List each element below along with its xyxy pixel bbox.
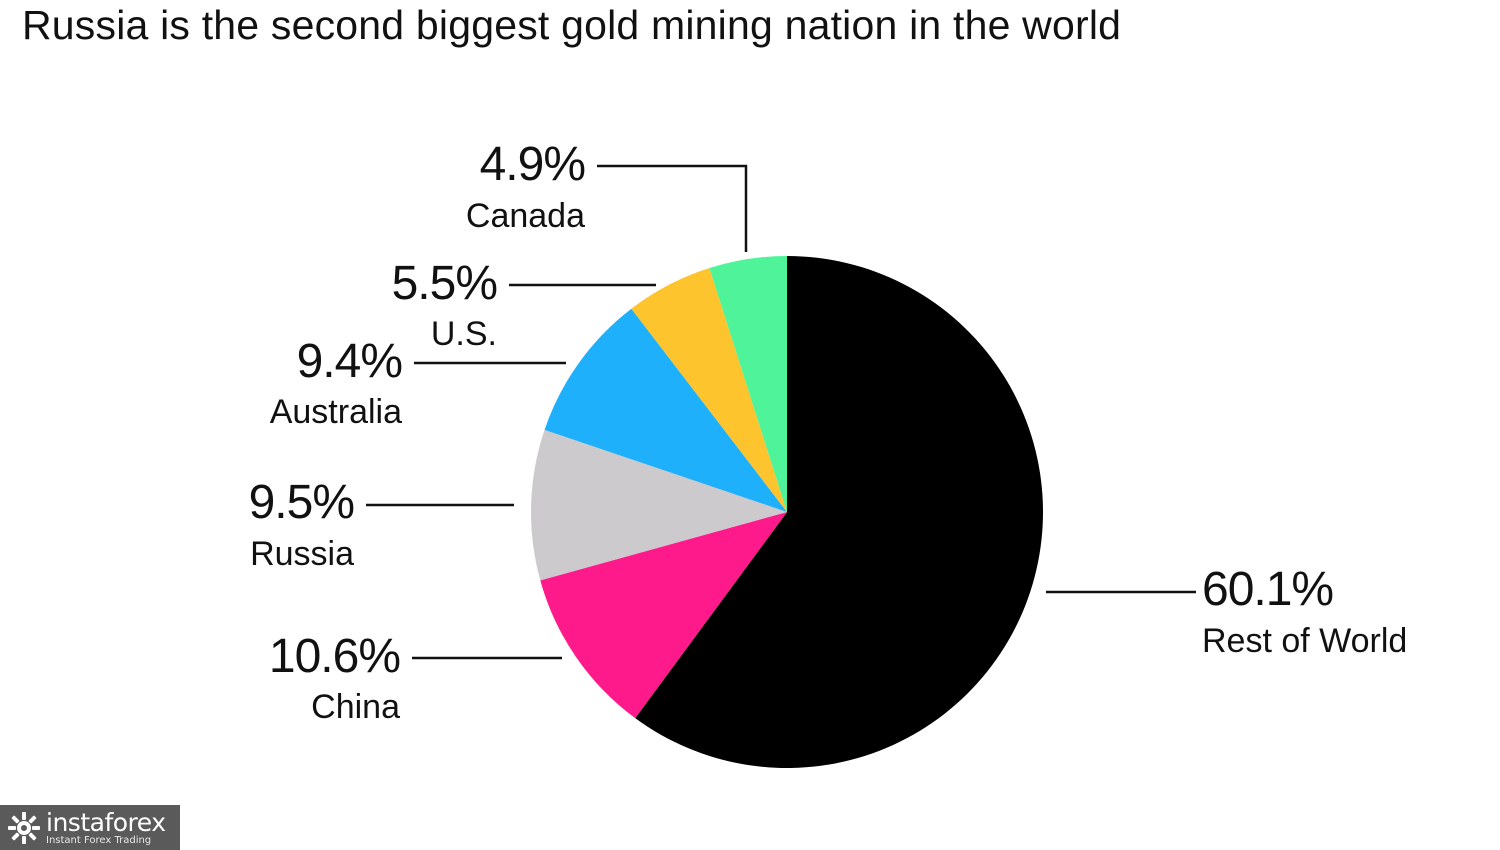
value-label-russia: 9.5% <box>249 476 354 529</box>
value-label-u-s: 5.5% <box>392 257 497 310</box>
leader-lines <box>366 164 1196 660</box>
pie-slice-canada <box>709 256 787 512</box>
leader-line-canada <box>597 164 748 252</box>
pie-slice-australia <box>544 308 787 512</box>
pie-slice-russia <box>531 429 787 581</box>
pie-slice-rest-of-world <box>635 256 1043 768</box>
pie-slice-u-s <box>631 268 787 512</box>
category-label-rest-of-world: Rest of World <box>1202 622 1407 660</box>
gear-people-icon <box>8 811 40 844</box>
category-label-u-s: U.S. <box>431 315 497 353</box>
value-label-rest-of-world: 60.1% <box>1202 563 1333 616</box>
category-label-canada: Canada <box>466 197 585 235</box>
watermark-logo: instaforex Instant Forex Trading <box>0 805 180 850</box>
value-label-canada: 4.9% <box>480 138 585 191</box>
slice-labels: 60.1% Rest of World 10.6% China 9.5% Russia 9.… <box>249 138 1408 726</box>
category-label-australia: Australia <box>270 393 402 431</box>
value-label-china: 10.6% <box>269 630 400 683</box>
chart-title: Russia is the second biggest gold mining… <box>22 2 1122 48</box>
watermark-name: instaforex <box>46 807 166 837</box>
value-label-australia: 9.4% <box>297 335 402 388</box>
pie-slices <box>531 256 1043 768</box>
watermark-tagline: Instant Forex Trading <box>46 834 152 846</box>
pie-slice-china <box>540 512 787 719</box>
category-label-china: China <box>311 688 400 726</box>
category-label-russia: Russia <box>250 535 354 573</box>
